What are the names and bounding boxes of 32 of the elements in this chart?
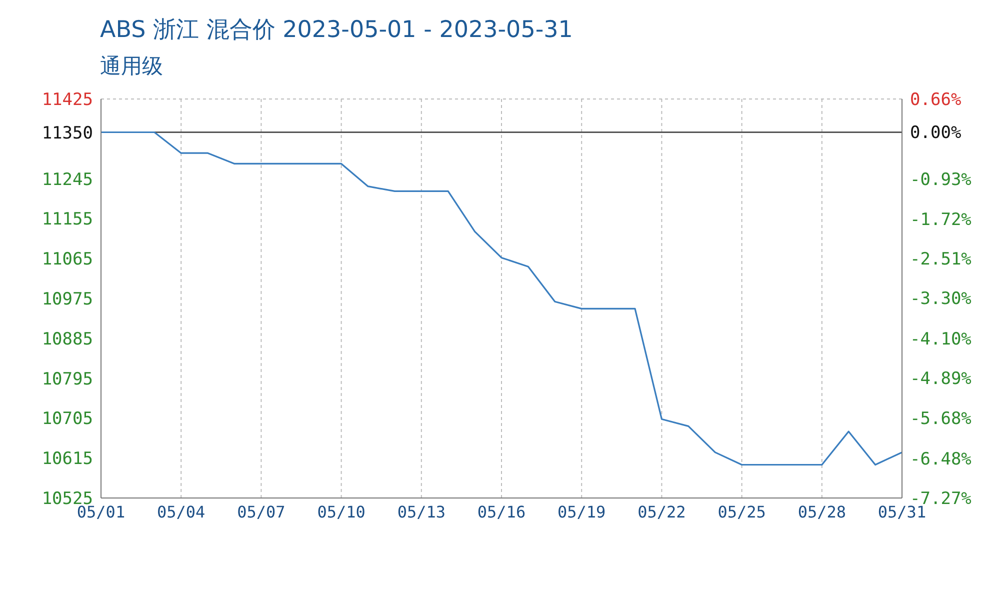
y2-tick-label: -0.93%: [910, 170, 972, 190]
line-series: [101, 131, 902, 466]
x-tick-label: 05/10: [317, 502, 366, 522]
y-tick-label: 11245: [42, 170, 93, 190]
y-tick-label: 11155: [42, 210, 93, 230]
x-tick-label: 05/04: [157, 502, 206, 522]
x-tick-label: 05/22: [638, 502, 686, 522]
y2-tick-label: -4.89%: [910, 369, 972, 390]
chart-title: ABS 浙江 混合价 2023-05-01 - 2023-05-31: [100, 16, 573, 45]
y-tick-label: 10885: [42, 329, 93, 350]
y2-tick-label: -3.30%: [910, 289, 972, 310]
chart-subtitle: 通用级: [100, 53, 163, 80]
y-tick-label: 11350: [42, 123, 93, 144]
x-tick-label: 05/25: [718, 502, 766, 522]
y2-tick-label: -1.72%: [910, 210, 972, 230]
y-tick-label: 10795: [42, 369, 93, 390]
y2-tick-label: -4.10%: [910, 330, 972, 350]
x-tick-label: 05/07: [237, 502, 286, 522]
y2-tick-label: -6.48%: [910, 449, 972, 470]
y-tick-label: 11425: [42, 90, 93, 110]
x-tick-label: 05/28: [798, 502, 846, 522]
y-tick-label: 10615: [42, 449, 93, 470]
y-tick-label: 10975: [42, 290, 93, 310]
y-tick-label: 10705: [42, 409, 93, 430]
x-tick-label: 05/13: [397, 502, 446, 522]
y2-tick-label: 0.00%: [910, 123, 962, 144]
y2-tick-label: -5.68%: [910, 409, 972, 429]
x-tick-label: 05/19: [558, 502, 606, 522]
y2-tick-label: 0.66%: [910, 90, 962, 110]
x-tick-label: 05/16: [477, 502, 526, 522]
y2-tick-label: -2.51%: [910, 250, 972, 270]
y-tick-label: 11065: [42, 250, 93, 270]
